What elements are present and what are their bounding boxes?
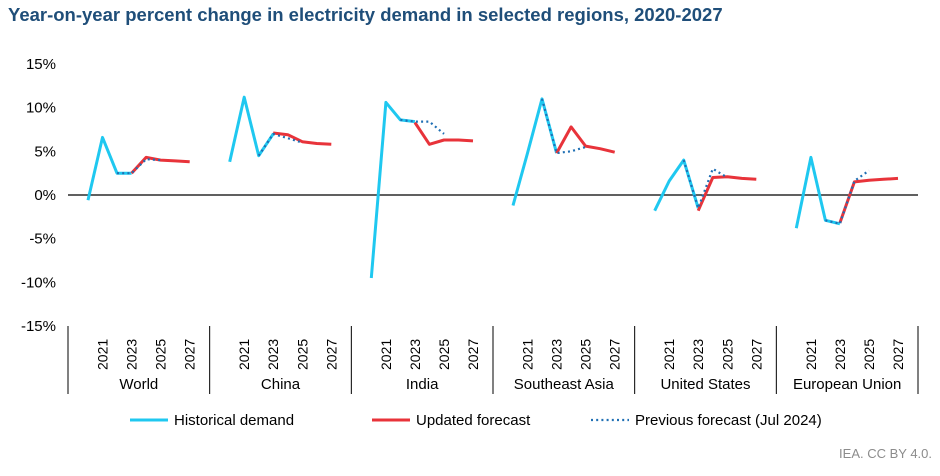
data-marks [86,95,899,279]
x-tick-label: 2025 [436,339,452,370]
x-tick-label: 2025 [578,339,594,370]
legend-label-previous: Previous forecast (Jul 2024) [635,412,822,429]
legend-label-historical: Historical demand [174,412,294,429]
historical-line-european-union [794,155,841,229]
historical-line-southeast-asia [511,97,559,206]
x-tick-label: 2027 [323,339,339,370]
previous-line-united-states [682,159,728,210]
axes: 15% 10% 5% 0% -5% -10% -15% 2021 2023 2025 2027 Wor… [21,56,919,394]
legend: Historical demand Updated forecast Previou… [130,412,822,429]
historical-line-china [228,95,275,163]
historical-line-india [369,100,416,279]
updated-line-european-union [838,176,899,224]
x-tick-label: 2027 [748,339,764,370]
previous-line-european-union [825,169,870,225]
y-tick-label: -15% [21,318,56,335]
x-tick-label: 2023 [124,339,140,370]
chart-title: Year-on-year percent change in electrici… [8,4,723,25]
x-tick-label: 2025 [294,339,310,370]
credit-text: IEA. CC BY 4.0. [839,446,932,461]
x-tick-label: 2025 [719,339,735,370]
group-label: United States [660,376,750,393]
group-label: India [406,376,439,393]
group-label: European Union [793,376,901,393]
previous-line-southeast-asia [540,98,586,155]
y-tick-label: 5% [34,143,56,160]
legend-label-updated: Updated forecast [416,412,531,429]
updated-line-china [273,131,332,146]
group-label: Southeast Asia [514,376,615,393]
x-tick-label: 2023 [832,339,848,370]
y-tick-label: 0% [34,187,56,204]
previous-line-world [117,158,161,175]
x-tick-label: 2023 [265,339,281,370]
y-tick-label: -10% [21,274,56,291]
y-tick-label: -5% [29,231,56,248]
x-tick-label: 2027 [607,339,623,370]
x-tick-label: 2021 [803,339,819,370]
x-tick-label: 2027 [890,339,906,370]
x-tick-label: 2023 [407,339,423,370]
group-label: China [261,376,301,393]
updated-line-southeast-asia [555,125,616,154]
x-tick-label: 2021 [520,339,536,370]
group-label: World [119,376,158,393]
updated-line-united-states [696,175,757,212]
x-tick-label: 2025 [153,339,169,370]
x-tick-label: 2025 [861,339,877,370]
updated-line-world [130,155,190,175]
x-tick-label: 2021 [95,339,111,370]
x-tick-label: 2023 [549,339,565,370]
historical-line-united-states [653,158,700,212]
y-tick-label: 10% [26,100,56,117]
x-tick-label: 2021 [236,339,252,370]
x-tick-label: 2027 [182,339,198,370]
historical-line-world [86,135,132,201]
x-tick-label: 2027 [465,339,481,370]
y-tick-label: 15% [26,56,56,73]
updated-line-india [413,121,474,146]
x-tick-label: 2021 [661,339,677,370]
x-tick-label: 2023 [690,339,706,370]
previous-line-india [400,118,445,135]
x-tick-label: 2021 [378,339,394,370]
